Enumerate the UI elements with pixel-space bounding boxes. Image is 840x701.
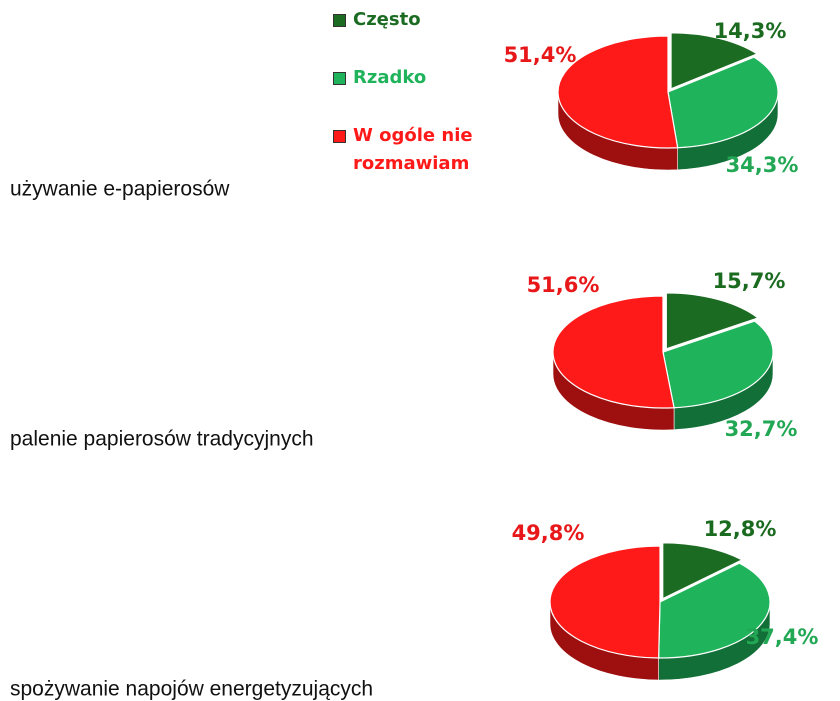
value-label: 14,3% xyxy=(714,19,787,43)
slice xyxy=(665,292,760,350)
slice xyxy=(549,545,661,659)
legend-swatch xyxy=(333,72,346,85)
legend-item: Często xyxy=(333,6,513,34)
slice xyxy=(658,562,771,659)
value-label: 51,6% xyxy=(527,273,600,297)
value-label: 51,4% xyxy=(504,43,577,67)
value-label: 12,8% xyxy=(704,517,777,541)
chart-title: palenie papierosów tradycyjnych xyxy=(10,428,314,451)
legend-swatch xyxy=(333,130,346,143)
slice xyxy=(557,35,679,149)
legend-swatch xyxy=(333,14,346,27)
value-label: 49,8% xyxy=(512,521,585,545)
legend-item: W ogóle nie rozmawiam xyxy=(333,122,513,178)
legend-label: Często xyxy=(353,9,421,30)
slice xyxy=(662,320,774,409)
value-label: 32,7% xyxy=(725,417,798,441)
legend-item: Rzadko xyxy=(333,64,513,92)
chart-title: używanie e-papierosów xyxy=(10,178,230,201)
legend-label: Rzadko xyxy=(353,67,427,88)
slice xyxy=(662,542,744,600)
value-label: 34,3% xyxy=(726,153,799,177)
slice xyxy=(552,295,675,409)
slice xyxy=(670,32,759,90)
value-label: 15,7% xyxy=(713,269,786,293)
slice xyxy=(667,56,779,149)
legend-label: W ogóle nie rozmawiam xyxy=(353,125,473,174)
value-label: 37,4% xyxy=(746,625,819,649)
chart-title: spożywanie napojów energetyzujących xyxy=(10,678,373,701)
